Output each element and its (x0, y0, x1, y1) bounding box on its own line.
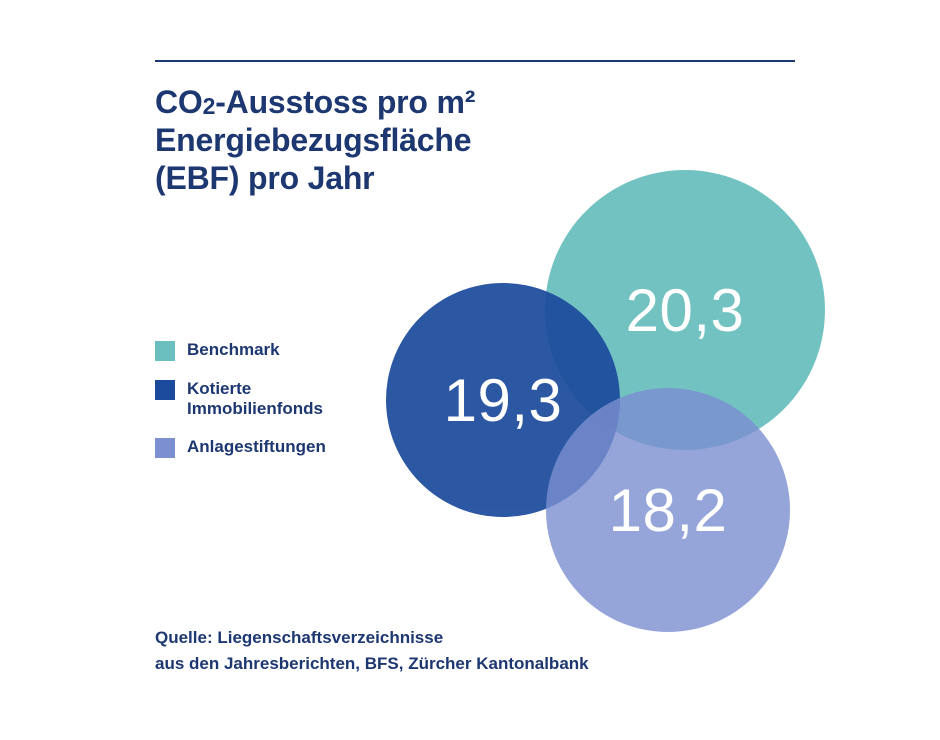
legend-label-kotierte: Kotierte Immobilienfonds (187, 379, 323, 419)
top-rule (155, 60, 795, 62)
title-line1-post: -Ausstoss pro m² (215, 84, 475, 120)
legend-item-benchmark: Benchmark (155, 340, 326, 361)
content-container: CO2-Ausstoss pro m² Energiebezugsfläche … (155, 60, 795, 197)
legend-label-text: Anlagestiftungen (187, 437, 326, 456)
legend-label-text: Kotierte (187, 379, 251, 398)
bubble-value-kotierte: 19,3 (444, 366, 563, 435)
legend-item-kotierte: Kotierte Immobilienfonds (155, 379, 326, 419)
source-line1: Quelle: Liegenschaftsverzeichnisse (155, 628, 443, 647)
bubble-value-benchmark: 20,3 (626, 276, 745, 345)
title-line2: Energiebezugsfläche (155, 122, 471, 158)
title-line3: (EBF) pro Jahr (155, 160, 374, 196)
legend-swatch-benchmark (155, 341, 175, 361)
legend-label-benchmark: Benchmark (187, 340, 280, 360)
bubble-value-anlage: 18,2 (609, 476, 728, 545)
title-line1-sub: 2 (203, 93, 216, 119)
legend: Benchmark Kotierte Immobilienfonds Anlag… (155, 340, 326, 476)
legend-swatch-kotierte (155, 380, 175, 400)
legend-swatch-anlage (155, 438, 175, 458)
legend-item-anlage: Anlagestiftungen (155, 437, 326, 458)
title-line1-pre: CO (155, 84, 203, 120)
bubble-kotierte: 19,3 (386, 283, 620, 517)
chart-title: CO2-Ausstoss pro m² Energiebezugsfläche … (155, 84, 795, 197)
source-line2: aus den Jahresberichten, BFS, Zürcher Ka… (155, 654, 589, 673)
legend-label-text: Immobilienfonds (187, 399, 323, 418)
bubble-benchmark: 20,3 (545, 170, 825, 450)
bubble-anlage: 18,2 (546, 388, 790, 632)
legend-label-anlage: Anlagestiftungen (187, 437, 326, 457)
source-text: Quelle: Liegenschaftsverzeichnisse aus d… (155, 625, 589, 678)
legend-label-text: Benchmark (187, 340, 280, 359)
